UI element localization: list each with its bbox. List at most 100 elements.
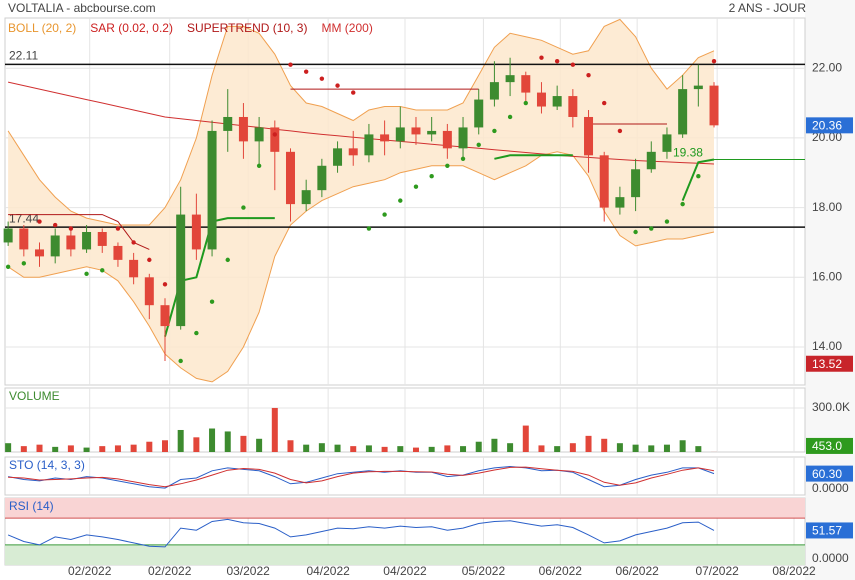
indicator-line [8,466,715,488]
volume-bar [20,446,27,452]
sar-dot [225,257,230,263]
volume-bar [585,435,592,452]
sar-dot [366,226,372,231]
volume-bar [240,435,247,452]
volume-bar [67,445,74,452]
volume-bar [616,443,623,452]
volume-bar [491,438,498,452]
sar-dot [335,83,340,88]
sar-dot [382,212,387,217]
candle-body [238,116,248,142]
sar-dot [570,62,576,67]
volume-bar [475,441,482,452]
y-tick-label: 0.0000 [812,551,849,565]
volume-bar [334,444,341,452]
candle-body [333,148,343,166]
candle-body [144,277,154,306]
volume-bar [601,438,608,452]
sar-dot [272,132,278,137]
legend-entry: SUPERTREND (10, 3) [187,21,307,35]
sar-dot [147,257,152,263]
volume-bar [679,440,686,452]
right-axis-area [805,0,855,580]
x-tick-label: 02/2022 [68,564,112,578]
period-label: 2 ANS - JOUR [729,1,807,15]
candle-body [505,75,515,83]
sar-dot [539,55,544,60]
volume-bar [460,446,467,452]
x-tick-label: 06/2022 [615,564,659,578]
sar-dot [37,219,42,224]
volume-bar [554,446,561,452]
candle-body [584,116,594,156]
level-label: 22.11 [9,49,38,63]
legend-entry: SAR (0.02, 0.2) [90,21,173,35]
sar-dot [711,59,717,64]
candle-body [97,231,107,246]
candle-body [50,235,60,257]
value-box-label: 60.30 [812,467,842,481]
volume-bar [365,445,372,452]
candle-body [474,99,484,128]
chart-title: VOLTALIA - abcbourse.com [8,1,156,15]
x-tick-label: 02/2022 [148,564,192,578]
volume-bar [36,444,43,452]
candle-body [301,190,311,205]
value-box-label: 20.36 [812,119,842,133]
level-label: 17.44 [9,211,39,225]
x-tick-label: 05/2022 [462,564,506,578]
sar-dot [162,282,168,287]
volume-bar [632,444,639,452]
sar-dot [5,264,11,270]
candle-body [160,305,170,327]
value-box [806,355,853,372]
sar-dot [523,100,528,106]
mm200-line [7,81,715,165]
candle-body [3,228,13,243]
sar-dot [602,100,607,106]
boll-lower [7,151,715,383]
sar-dot [492,128,497,134]
value-box [806,117,853,134]
sar-dot [586,72,591,78]
x-tick-label: 06/2022 [539,564,583,578]
candle-body [489,82,499,100]
sar-dot [554,59,560,64]
candle-body [285,151,295,205]
volume-bar [162,440,168,452]
candle-body [678,89,688,135]
x-tick-label: 08/2022 [772,564,816,578]
legend-entry: BOLL (20, 2) [8,21,76,35]
sar-dot [696,174,701,179]
sar-dot [256,163,262,168]
volume-bar [648,445,655,452]
sar-dot [617,128,623,134]
x-tick-label: 03/2022 [226,564,270,578]
sar-dot [100,268,105,273]
candle-body [176,214,186,327]
x-tick-label: 07/2022 [695,564,739,578]
indicator-line [7,518,715,548]
volume-bar [538,445,545,452]
sar-dot [649,226,654,231]
sar-dot [413,184,419,189]
sar-dot [194,330,199,336]
candle-body [709,85,719,126]
value-box-label: 51.57 [812,524,842,538]
sar-dot [633,229,638,235]
volume-bar [397,446,404,452]
value-box [806,465,853,482]
candle-body [693,85,703,90]
candle-body [207,130,217,250]
candle-body [19,228,29,250]
sar-dot [680,201,685,207]
sar-dot [68,226,74,231]
candle-body [380,134,390,142]
volume-bar [303,444,310,452]
volume-bar [256,438,263,452]
candle-body [364,134,374,156]
volume-bar [663,444,670,452]
sar-dot [460,156,466,162]
candle-body [599,155,609,208]
